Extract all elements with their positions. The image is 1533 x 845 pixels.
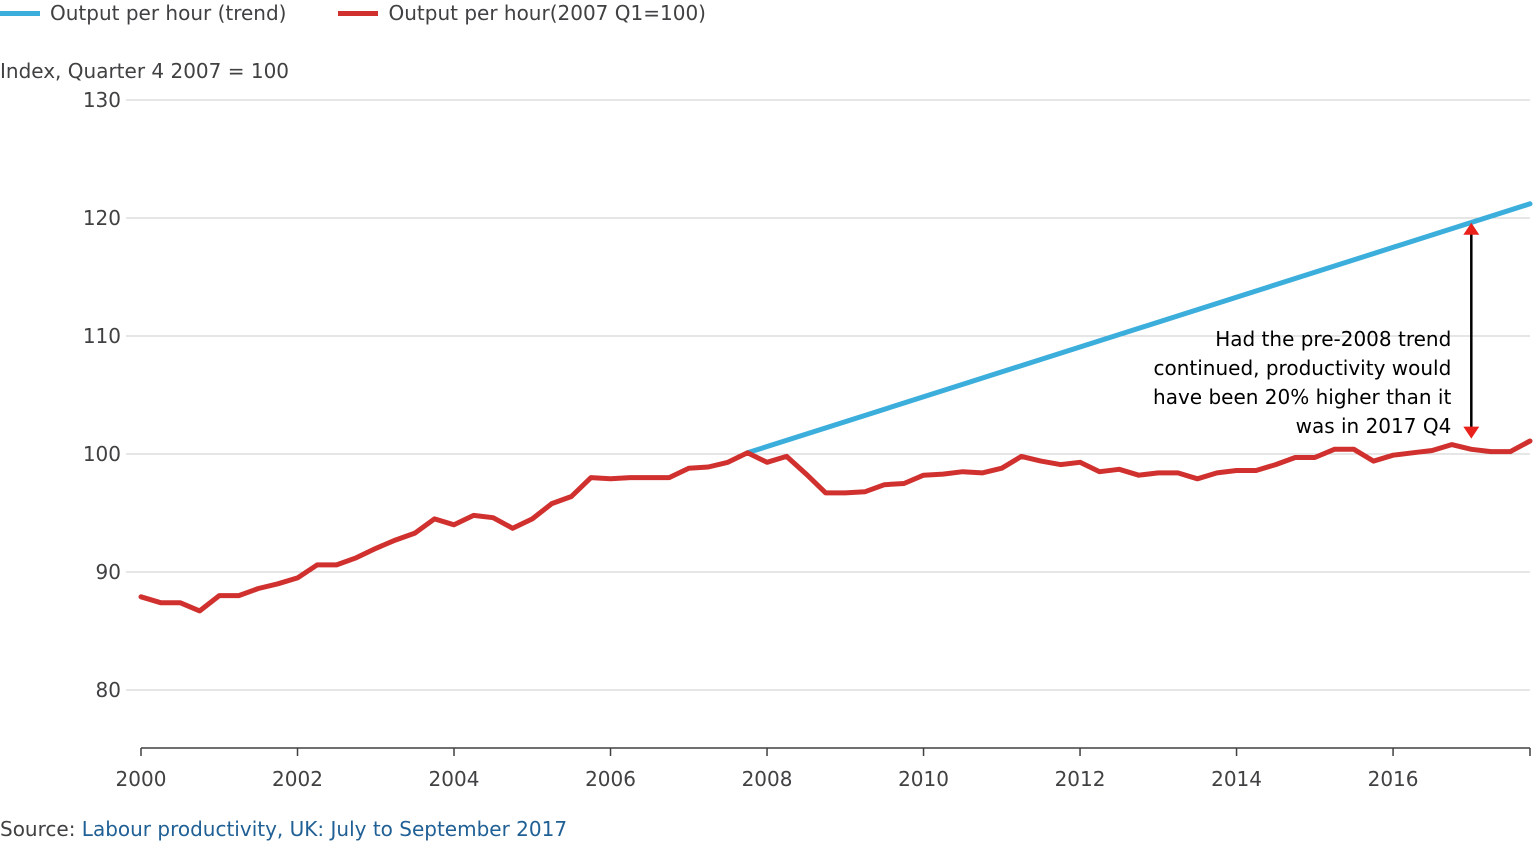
annotation-arrow-head-top (1463, 222, 1480, 235)
legend-item-actual[interactable]: Output per hour(2007 Q1=100) (338, 1, 706, 25)
x-tick-label-2006: 2006 (585, 767, 636, 791)
x-tick-label-2016: 2016 (1368, 767, 1419, 791)
y-tick-label-120: 120 (83, 206, 121, 230)
x-tick-label-2010: 2010 (898, 767, 949, 791)
legend-swatch-trend (0, 10, 40, 16)
legend-label-trend: Output per hour (trend) (50, 1, 287, 25)
annotation: Had the pre-2008 trend continued, product… (1153, 222, 1480, 439)
annotation-text-line: was in 2017 Q4 (1296, 414, 1452, 438)
x-tick-label-2004: 2004 (429, 767, 480, 791)
gridlines (126, 99, 1530, 691)
source-prefix: Source: (0, 817, 76, 841)
actual-line (138, 438, 1533, 614)
x-tick-label-2008: 2008 (742, 767, 793, 791)
y-tick-label-130: 130 (83, 88, 121, 112)
x-tick-label-2014: 2014 (1211, 767, 1262, 791)
x-axis: 2000 2002 2004 2006 2008 2010 2012 2014 2016 (116, 747, 1531, 791)
legend: Output per hour (trend) Output per hour(… (0, 0, 758, 26)
x-tick-label-2012: 2012 (1055, 767, 1106, 791)
source-line: Source: Labour productivity, UK: July to… (0, 817, 567, 841)
annotation-text-line: have been 20% higher than it (1153, 385, 1451, 409)
annotation-text-line: Had the pre-2008 trend (1215, 327, 1451, 351)
y-tick-label-90: 90 (96, 560, 121, 584)
y-tick-label-100: 100 (83, 442, 121, 466)
x-tick-label-2002: 2002 (272, 767, 323, 791)
source-link[interactable]: Labour productivity, UK: July to Septemb… (81, 817, 568, 841)
annotation-text-line: continued, productivity would (1153, 356, 1451, 380)
trend-line (745, 201, 1533, 456)
x-tick-label-2000: 2000 (116, 767, 167, 791)
legend-swatch-actual (338, 10, 379, 16)
series-lines (138, 201, 1533, 614)
legend-item-trend[interactable]: Output per hour (trend) (0, 1, 286, 25)
y-axis-label: Index, Quarter 4 2007 = 100 (0, 59, 289, 83)
legend-label-actual: Output per hour(2007 Q1=100) (388, 1, 706, 25)
y-axis-ticks: 80 90 100 110 120 130 (83, 88, 121, 702)
line-chart: Index, Quarter 4 2007 = 100 80 90 100 110 12… (0, 59, 1533, 791)
y-tick-label-110: 110 (83, 324, 121, 348)
annotation-arrow-head-bottom (1463, 426, 1480, 439)
y-tick-label-80: 80 (96, 678, 121, 702)
